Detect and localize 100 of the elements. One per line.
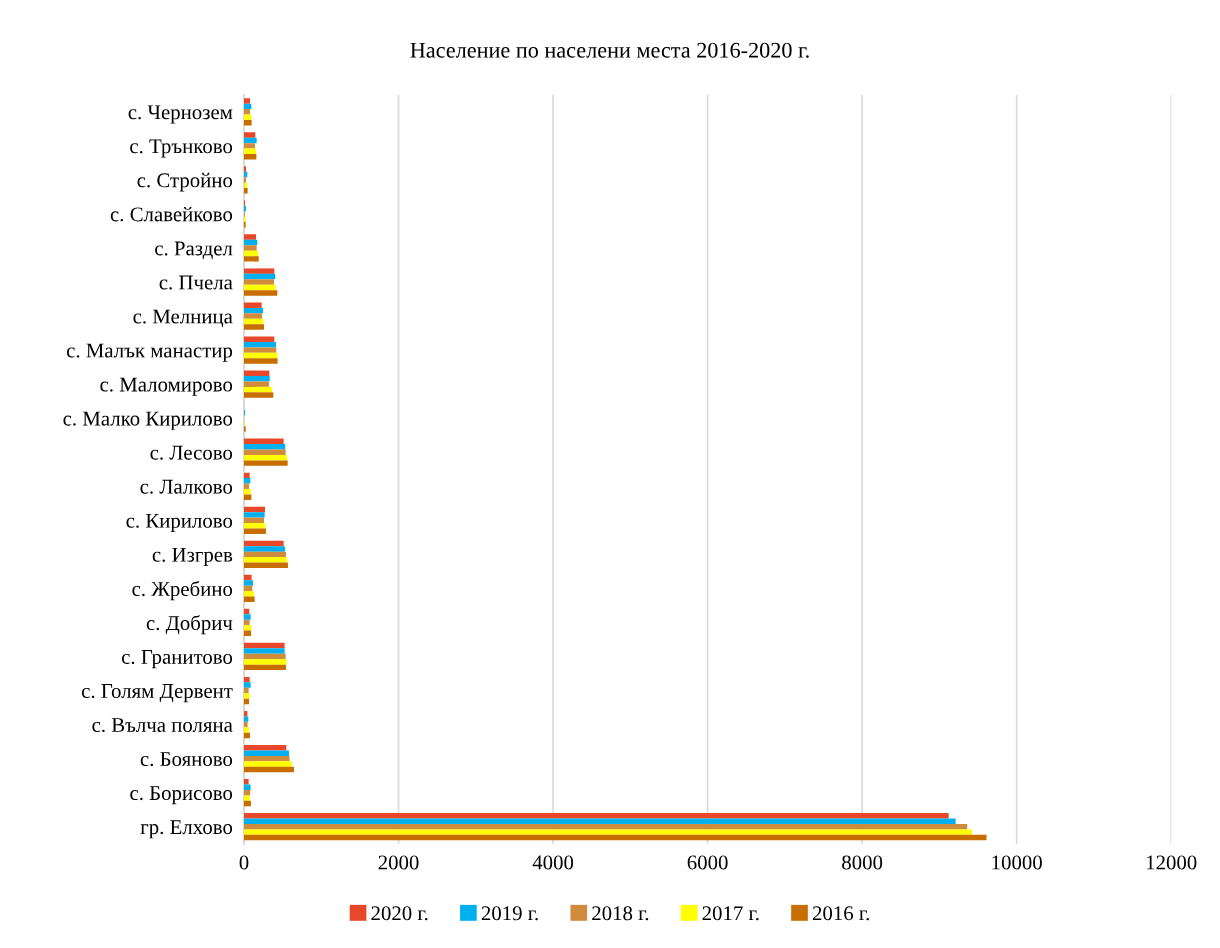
bar	[244, 256, 259, 262]
bar	[244, 596, 255, 603]
x-tick-label: 12000	[1146, 855, 1197, 870]
bar	[244, 313, 262, 319]
bar	[244, 625, 252, 631]
bar	[244, 619, 250, 626]
bar	[244, 494, 252, 500]
bar	[244, 813, 949, 819]
bar	[244, 358, 278, 364]
legend-label: 2020 г.	[371, 906, 428, 921]
bar	[244, 143, 255, 149]
bar	[244, 745, 287, 751]
bar	[244, 460, 288, 466]
bar	[244, 489, 251, 495]
bar	[244, 750, 289, 756]
bar	[244, 693, 250, 699]
bar	[244, 302, 262, 308]
bar	[244, 784, 251, 790]
y-tick-label: с. Гранитово	[121, 650, 233, 669]
y-tick-label: гр. Елхово	[140, 820, 233, 839]
bar	[244, 716, 249, 722]
legend-label: 2019 г.	[481, 906, 538, 921]
y-tick-label: с. Маломирово	[100, 377, 233, 396]
bar	[244, 795, 250, 801]
bar	[244, 761, 292, 767]
bar	[244, 834, 987, 841]
bar	[244, 766, 294, 773]
bar	[244, 540, 284, 547]
bar	[244, 188, 248, 194]
bar	[244, 523, 266, 529]
y-tick-label: с. Изгрев	[152, 547, 233, 567]
bar	[244, 119, 252, 126]
y-tick-label: с. Лесово	[150, 445, 233, 460]
y-tick-label: с. Малък манастир	[66, 343, 233, 362]
y-tick-label: с. Мелница	[133, 309, 233, 328]
bar	[244, 98, 251, 104]
bar	[244, 472, 250, 479]
x-tick-label: 6000	[687, 855, 728, 870]
bar	[244, 234, 256, 240]
bar	[244, 341, 276, 348]
bar	[244, 546, 285, 552]
bar	[244, 551, 286, 558]
bar	[244, 574, 252, 581]
bar	[244, 438, 284, 445]
bar	[244, 284, 276, 291]
bar	[244, 829, 972, 835]
chart-title: Население по населени места 2016-2020 г.	[410, 42, 809, 58]
y-tick-label: с. Трънково	[130, 139, 233, 158]
x-tick-label: 10000	[992, 855, 1042, 870]
x-tick-label: 2000	[378, 855, 419, 870]
bar	[244, 732, 251, 739]
bar	[244, 205, 247, 212]
y-tick-label: с. Борисово	[130, 786, 233, 805]
bar	[244, 318, 264, 325]
bar	[244, 370, 270, 376]
legend-label: 2016 г.	[812, 906, 869, 921]
bar	[244, 721, 248, 728]
bar	[244, 755, 290, 762]
y-tick-label: с. Бояново	[140, 752, 233, 767]
bar	[244, 444, 286, 450]
bar	[244, 512, 265, 518]
bar	[244, 580, 253, 586]
x-tick-label: 0	[239, 855, 249, 870]
bar	[244, 148, 256, 155]
bar	[244, 375, 270, 382]
bar	[244, 648, 285, 654]
y-tick-label: с. Жребино	[132, 580, 233, 601]
bar	[244, 166, 247, 172]
y-tick-label: с. Кирилово	[126, 513, 233, 532]
bar	[244, 659, 287, 665]
bar	[244, 664, 286, 671]
bar	[244, 336, 275, 342]
bar	[244, 324, 265, 330]
bar	[244, 454, 287, 461]
bar	[244, 528, 266, 534]
bar	[244, 245, 257, 251]
bar	[244, 562, 288, 568]
bar	[244, 517, 265, 524]
bar	[244, 800, 251, 807]
bar	[244, 273, 276, 280]
y-tick-label: с. Голям Дервент	[81, 684, 233, 703]
bar	[244, 630, 252, 637]
legend-label: 2018 г.	[592, 906, 649, 921]
bar	[244, 137, 257, 144]
bar	[244, 642, 285, 649]
bar	[244, 653, 286, 660]
bar	[244, 676, 250, 683]
bar	[244, 506, 266, 513]
bar	[244, 381, 269, 387]
bar	[244, 268, 275, 274]
y-tick-label: с. Вълча поляна	[92, 718, 233, 733]
bar	[244, 290, 278, 296]
y-tick-label: с. Славейково	[110, 206, 233, 222]
bar	[244, 483, 250, 489]
bar	[244, 182, 248, 189]
bar	[244, 682, 251, 688]
y-tick-label: с. Добрич	[146, 614, 233, 635]
y-tick-label: с. Чернозем	[128, 105, 233, 124]
bar	[244, 250, 259, 257]
bar	[244, 698, 250, 705]
